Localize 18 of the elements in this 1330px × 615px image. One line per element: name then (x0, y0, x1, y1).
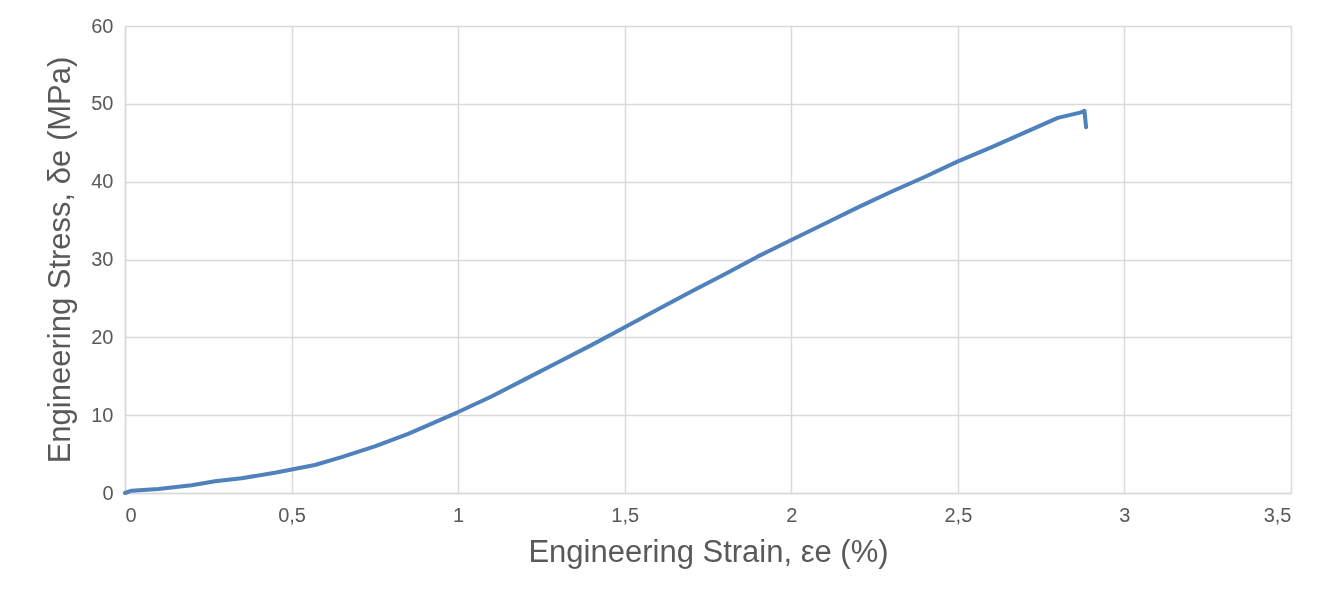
y-tick-label: 0 (102, 481, 114, 504)
y-tick-label: 20 (91, 325, 114, 348)
y-tick-label: 50 (91, 92, 114, 115)
y-tick-label: 10 (91, 403, 114, 426)
y-tick-label: 60 (91, 14, 114, 37)
x-tick-label: 3,5 (1263, 503, 1292, 526)
x-tick-label: 1 (453, 503, 465, 526)
x-axis-title: Engineering Strain, εe (%) (528, 533, 889, 569)
y-tick-label: 30 (91, 248, 114, 270)
line-series (123, 108, 1089, 495)
x-tick-label: 2,5 (944, 503, 973, 526)
x-tick-label: 0 (125, 503, 137, 526)
x-tick-label: 2 (786, 503, 798, 526)
y-tick-label: 40 (91, 170, 114, 193)
x-tick-label: 3 (1119, 503, 1131, 526)
x-tick-label: 1,5 (611, 503, 640, 526)
x-tick-label: 0,5 (278, 503, 306, 526)
y-axis-title: Engineering Stress, δe (MPa) (42, 56, 78, 464)
